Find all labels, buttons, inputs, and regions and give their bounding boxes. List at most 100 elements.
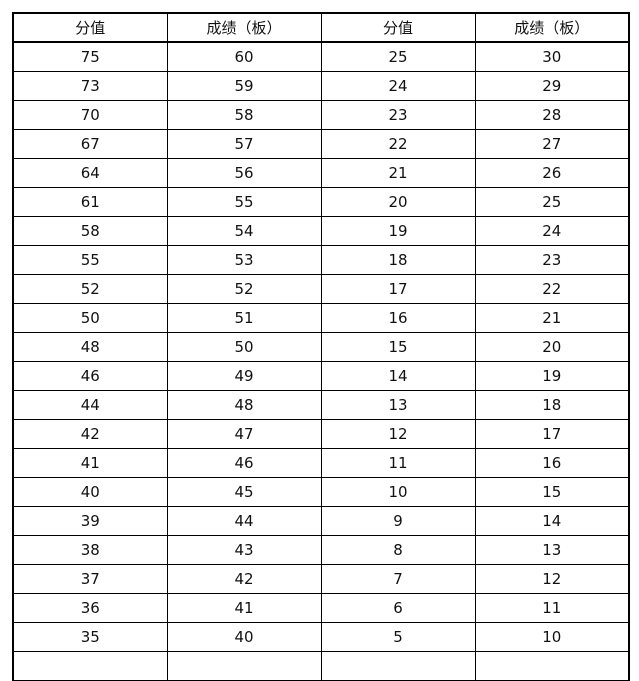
result-cell: 22 xyxy=(474,274,630,304)
result-cell: 48 xyxy=(166,390,322,420)
result-cell: 21 xyxy=(474,303,630,333)
score-cell: 41 xyxy=(12,448,168,478)
result-cell: 51 xyxy=(166,303,322,333)
score-cell xyxy=(320,651,476,681)
table-row: 42 47 12 17 xyxy=(12,419,630,449)
result-cell: 24 xyxy=(474,216,630,246)
result-cell: 42 xyxy=(166,564,322,594)
score-cell: 23 xyxy=(320,100,476,130)
result-cell: 60 xyxy=(166,41,322,72)
score-cell: 58 xyxy=(12,216,168,246)
header-row: 分值 成绩（板） 分值 成绩（板） xyxy=(12,12,630,43)
result-cell: 47 xyxy=(166,419,322,449)
table-row: 41 46 11 16 xyxy=(12,448,630,478)
score-cell: 14 xyxy=(320,361,476,391)
score-cell: 46 xyxy=(12,361,168,391)
result-cell: 25 xyxy=(474,187,630,217)
result-cell: 41 xyxy=(166,593,322,623)
result-cell: 54 xyxy=(166,216,322,246)
result-cell: 16 xyxy=(474,448,630,478)
score-cell: 36 xyxy=(12,593,168,623)
score-cell: 70 xyxy=(12,100,168,130)
score-cell: 42 xyxy=(12,419,168,449)
header-score: 分值 xyxy=(320,12,476,43)
score-cell: 9 xyxy=(320,506,476,536)
score-cell: 19 xyxy=(320,216,476,246)
result-cell: 43 xyxy=(166,535,322,565)
result-cell: 58 xyxy=(166,100,322,130)
result-cell: 20 xyxy=(474,332,630,362)
table-row: 38 43 8 13 xyxy=(12,535,630,565)
table-row: 70 58 23 28 xyxy=(12,100,630,130)
score-cell: 7 xyxy=(320,564,476,594)
result-cell: 49 xyxy=(166,361,322,391)
score-cell: 37 xyxy=(12,564,168,594)
score-cell: 50 xyxy=(12,303,168,333)
result-cell: 28 xyxy=(474,100,630,130)
result-cell: 26 xyxy=(474,158,630,188)
table-row: 35 40 5 10 xyxy=(12,622,630,652)
result-cell: 50 xyxy=(166,332,322,362)
result-cell: 10 xyxy=(474,622,630,652)
score-cell: 22 xyxy=(320,129,476,159)
score-cell: 75 xyxy=(12,41,168,72)
result-cell: 30 xyxy=(474,41,630,72)
table-row: 40 45 10 15 xyxy=(12,477,630,507)
table-row: 67 57 22 27 xyxy=(12,129,630,159)
score-cell: 12 xyxy=(320,419,476,449)
table-row: 73 59 24 29 xyxy=(12,71,630,101)
table-row: 48 50 15 20 xyxy=(12,332,630,362)
table-row: 58 54 19 24 xyxy=(12,216,630,246)
score-cell: 16 xyxy=(320,303,476,333)
score-cell: 73 xyxy=(12,71,168,101)
result-cell: 13 xyxy=(474,535,630,565)
table-row: 55 53 18 23 xyxy=(12,245,630,275)
result-cell: 19 xyxy=(474,361,630,391)
result-cell: 27 xyxy=(474,129,630,159)
result-cell: 40 xyxy=(166,622,322,652)
result-cell xyxy=(166,651,322,681)
result-cell: 57 xyxy=(166,129,322,159)
score-cell: 20 xyxy=(320,187,476,217)
result-cell: 23 xyxy=(474,245,630,275)
result-cell: 15 xyxy=(474,477,630,507)
score-cell: 18 xyxy=(320,245,476,275)
score-cell: 64 xyxy=(12,158,168,188)
score-cell: 24 xyxy=(320,71,476,101)
score-cell: 38 xyxy=(12,535,168,565)
score-cell: 55 xyxy=(12,245,168,275)
result-cell: 29 xyxy=(474,71,630,101)
score-cell: 13 xyxy=(320,390,476,420)
result-cell: 14 xyxy=(474,506,630,536)
score-cell: 40 xyxy=(12,477,168,507)
result-cell: 18 xyxy=(474,390,630,420)
table-row: 39 44 9 14 xyxy=(12,506,630,536)
table-row xyxy=(12,651,630,681)
score-cell: 10 xyxy=(320,477,476,507)
score-cell: 44 xyxy=(12,390,168,420)
score-cell: 35 xyxy=(12,622,168,652)
result-cell: 53 xyxy=(166,245,322,275)
table-row: 75 60 25 30 xyxy=(12,41,630,72)
score-cell: 48 xyxy=(12,332,168,362)
score-cell xyxy=(12,651,168,681)
table-row: 50 51 16 21 xyxy=(12,303,630,333)
score-cell: 39 xyxy=(12,506,168,536)
score-cell: 61 xyxy=(12,187,168,217)
result-cell: 56 xyxy=(166,158,322,188)
score-cell: 17 xyxy=(320,274,476,304)
result-cell xyxy=(474,651,630,681)
result-cell: 46 xyxy=(166,448,322,478)
result-cell: 59 xyxy=(166,71,322,101)
result-cell: 45 xyxy=(166,477,322,507)
table-row: 52 52 17 22 xyxy=(12,274,630,304)
header-result: 成绩（板） xyxy=(166,12,322,43)
score-cell: 25 xyxy=(320,41,476,72)
result-cell: 55 xyxy=(166,187,322,217)
table-row: 44 48 13 18 xyxy=(12,390,630,420)
table-row: 61 55 20 25 xyxy=(12,187,630,217)
result-cell: 52 xyxy=(166,274,322,304)
table-row: 36 41 6 11 xyxy=(12,593,630,623)
score-cell: 15 xyxy=(320,332,476,362)
table-row: 37 42 7 12 xyxy=(12,564,630,594)
